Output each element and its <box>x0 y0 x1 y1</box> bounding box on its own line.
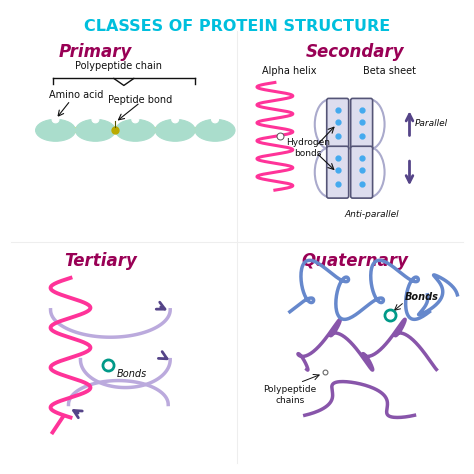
Circle shape <box>211 116 219 123</box>
Text: Peptide bond: Peptide bond <box>109 95 173 105</box>
Circle shape <box>52 116 59 123</box>
Text: Bonds: Bonds <box>116 369 146 379</box>
Text: Tertiary: Tertiary <box>64 252 137 270</box>
Text: Alpha helix: Alpha helix <box>262 65 317 75</box>
Text: Quaternary: Quaternary <box>301 252 408 270</box>
Ellipse shape <box>115 119 155 141</box>
FancyBboxPatch shape <box>351 99 373 150</box>
Ellipse shape <box>36 119 75 141</box>
Text: Polypeptide chain: Polypeptide chain <box>75 61 162 71</box>
Text: Anti-parallel: Anti-parallel <box>344 210 399 219</box>
Text: Parallel: Parallel <box>414 119 447 128</box>
Circle shape <box>132 116 139 123</box>
Circle shape <box>172 116 179 123</box>
Ellipse shape <box>75 119 115 141</box>
Ellipse shape <box>155 119 195 141</box>
FancyBboxPatch shape <box>327 146 349 198</box>
Circle shape <box>92 116 99 123</box>
Text: Secondary: Secondary <box>305 43 404 61</box>
FancyBboxPatch shape <box>351 146 373 198</box>
Text: Beta sheet: Beta sheet <box>363 65 416 75</box>
Text: Hydrogen
bonds: Hydrogen bonds <box>286 138 330 158</box>
Text: CLASSES OF PROTEIN STRUCTURE: CLASSES OF PROTEIN STRUCTURE <box>84 18 390 34</box>
FancyBboxPatch shape <box>327 99 349 150</box>
Ellipse shape <box>195 119 235 141</box>
Text: Bonds: Bonds <box>404 292 438 302</box>
Text: Primary: Primary <box>59 43 132 61</box>
Text: Polypeptide
chains: Polypeptide chains <box>263 384 317 405</box>
Text: Amino acid: Amino acid <box>48 91 103 100</box>
